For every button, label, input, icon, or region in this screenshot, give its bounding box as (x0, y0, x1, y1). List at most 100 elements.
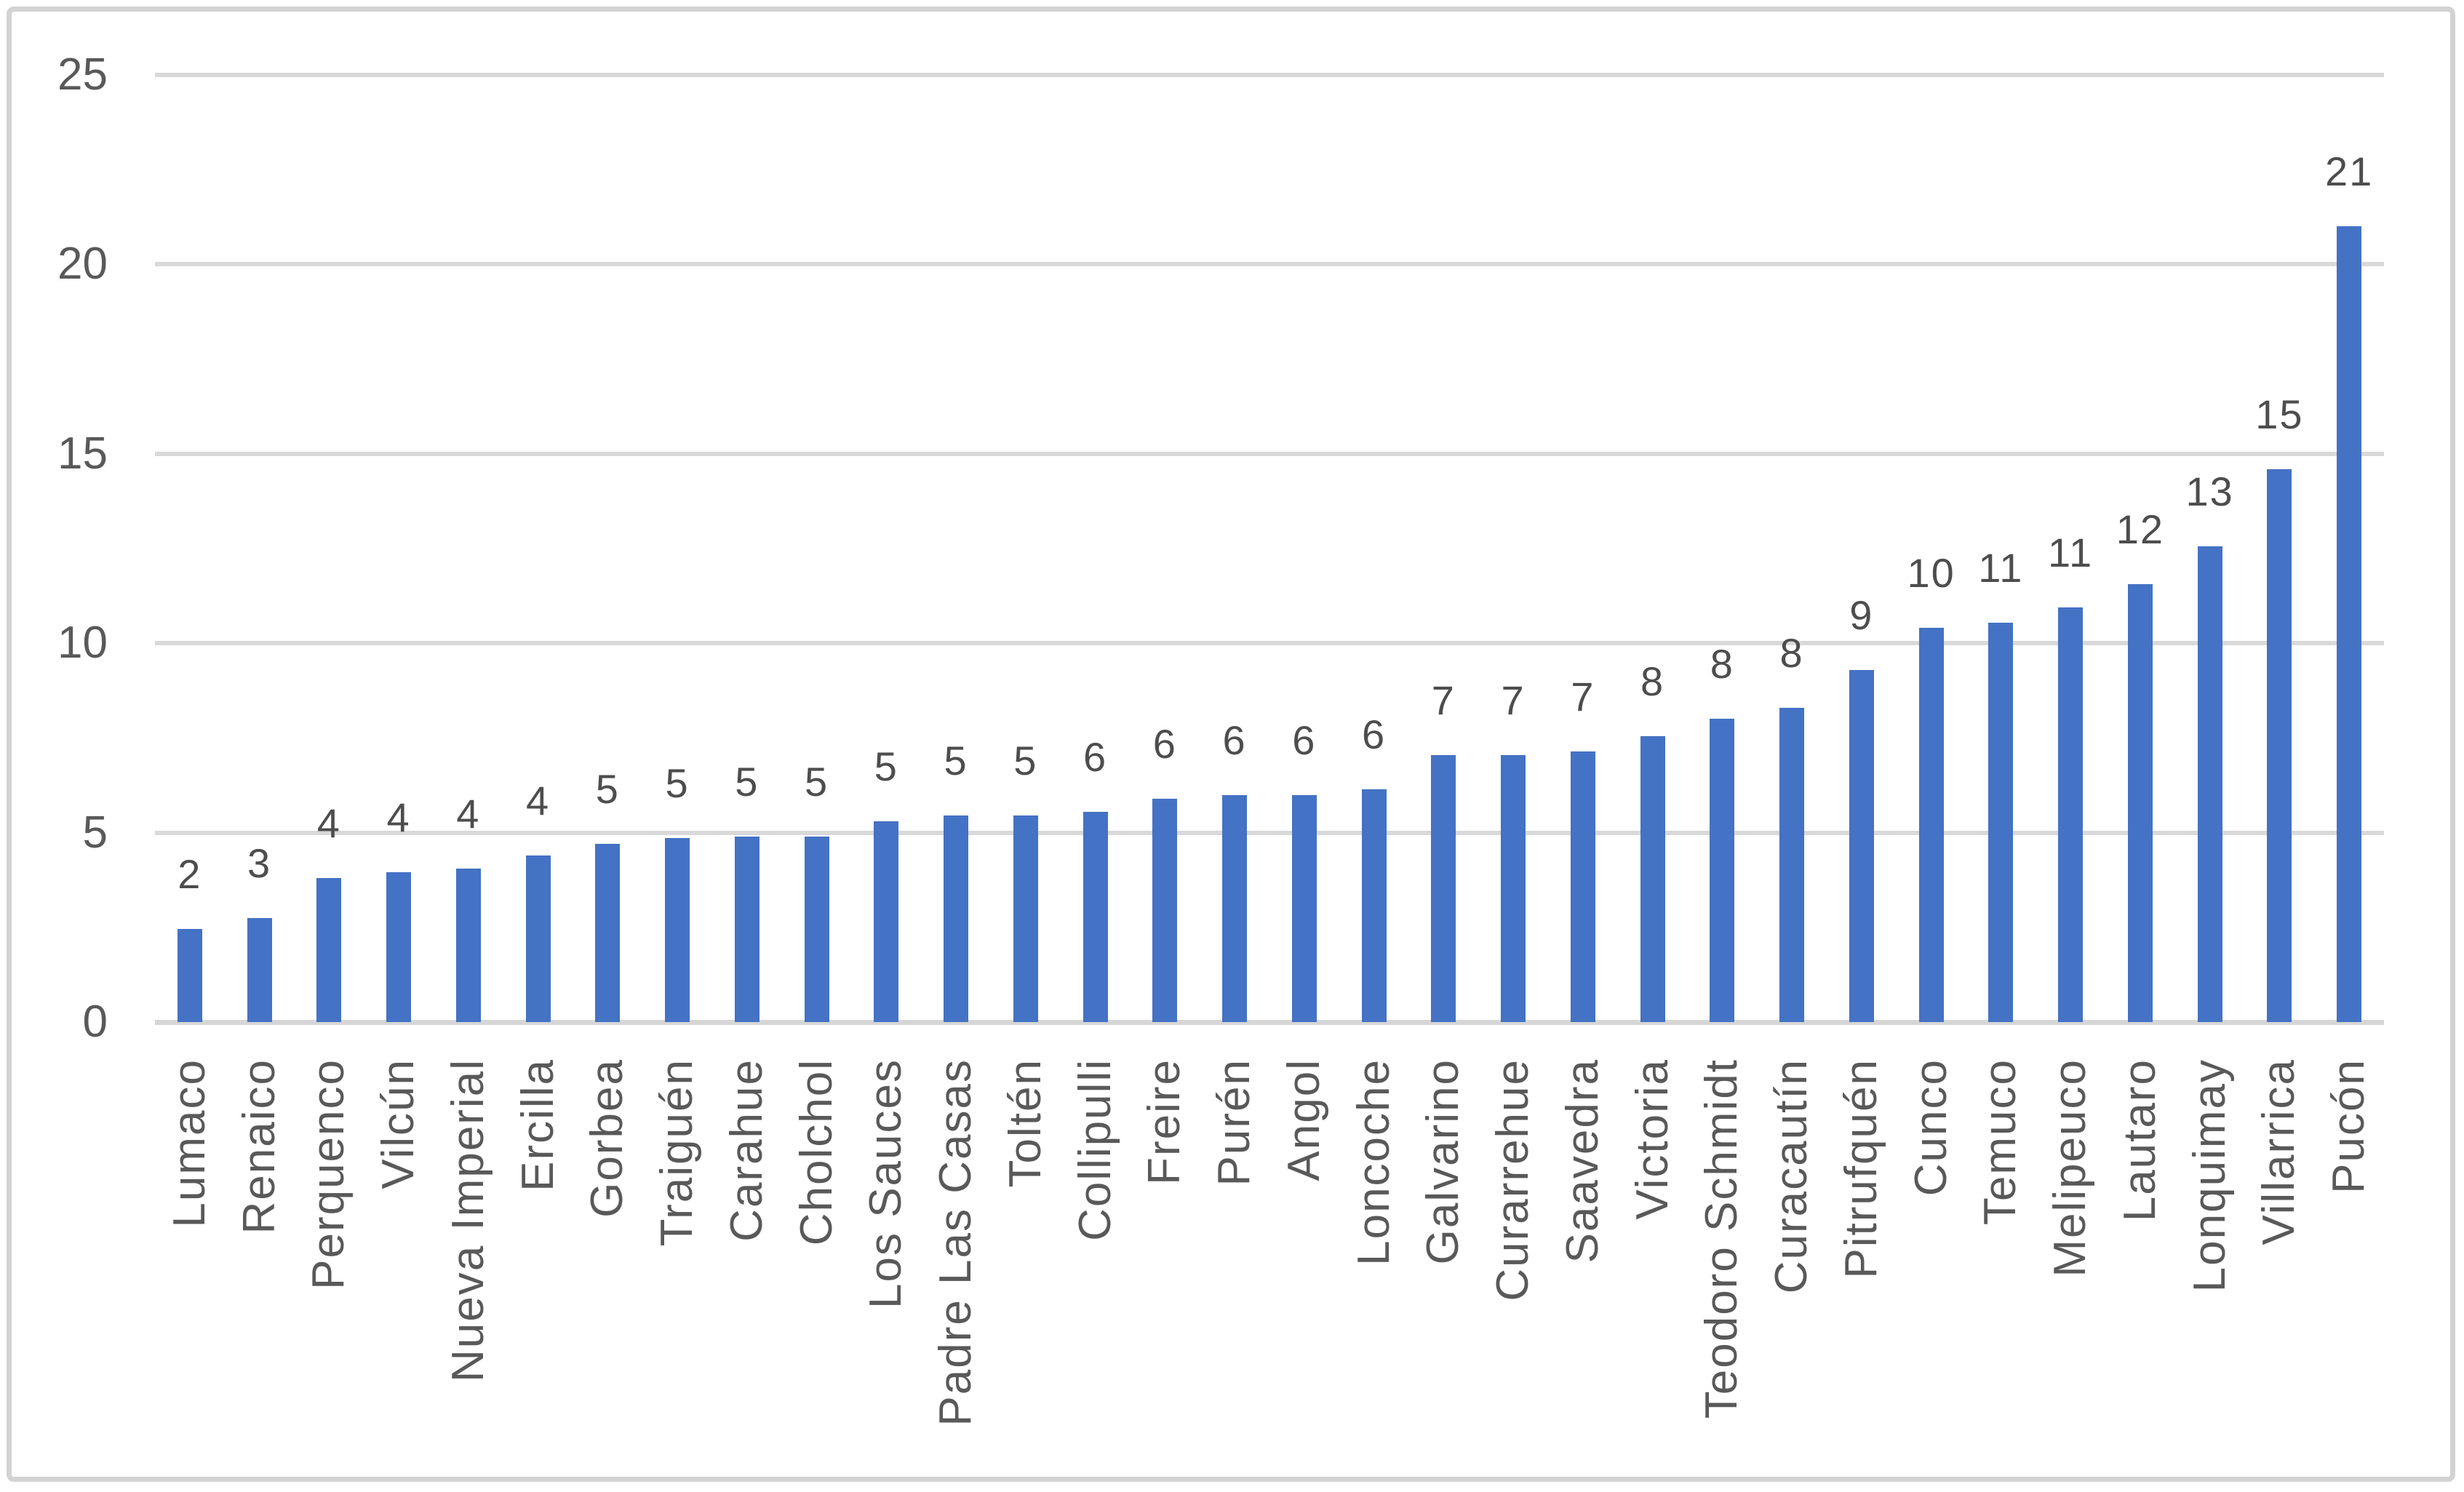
bar-value-label: 5 (874, 743, 898, 789)
bar-value-label: 6 (1292, 717, 1317, 763)
bar-value-label: 8 (1779, 629, 1804, 676)
gridline (155, 451, 2384, 456)
bar-value-label: 11 (1978, 544, 2024, 591)
x-category-label: Temuco (1975, 1058, 2026, 1226)
bar (1570, 751, 1595, 1022)
y-tick-label: 0 (82, 997, 108, 1047)
x-category-label: Nueva Imperial (442, 1058, 493, 1382)
x-category-label: Cholchol (791, 1058, 842, 1246)
bar (1013, 815, 1038, 1022)
bar-value-label: 6 (1152, 720, 1177, 767)
bar (1361, 789, 1387, 1022)
x-category-label: Los Sauces (861, 1058, 912, 1309)
bar (1291, 794, 1317, 1022)
gridline (155, 73, 2384, 77)
bar (1988, 622, 2014, 1022)
bar-value-label: 5 (595, 766, 620, 813)
bar-value-label: 7 (1431, 677, 1456, 723)
bar (665, 838, 690, 1022)
gridline (155, 830, 2384, 835)
bar-value-label: 5 (944, 738, 968, 784)
bar-value-label: 6 (1083, 733, 1108, 780)
bar-value-label: 6 (1362, 711, 1387, 757)
chart-border-frame (7, 7, 2455, 1482)
bar (1918, 628, 1944, 1022)
bar (1431, 754, 1456, 1022)
bar (1779, 707, 1805, 1022)
bar-value-label: 5 (1013, 738, 1038, 784)
x-category-label: Lautaro (2114, 1058, 2165, 1222)
bar (2197, 546, 2222, 1022)
bar-value-label: 21 (2324, 148, 2374, 195)
y-tick-label: 10 (57, 618, 108, 669)
x-category-label: Curacautín (1766, 1058, 1817, 1294)
x-category-label: Teodoro Schmidt (1697, 1058, 1747, 1419)
x-category-label: Pitrufquén (1835, 1058, 1886, 1279)
x-category-label: Renaico (234, 1058, 284, 1234)
bar (1849, 669, 1874, 1022)
bar-value-label: 5 (805, 758, 829, 805)
bar (386, 872, 412, 1022)
bar (2127, 584, 2153, 1022)
bar-value-label: 4 (526, 777, 551, 823)
gridline (155, 641, 2384, 646)
x-category-label: Padre Las Casas (930, 1058, 981, 1427)
bar (1222, 794, 1248, 1022)
bar-value-label: 15 (2255, 391, 2304, 437)
bar (177, 929, 202, 1022)
x-category-label: Perquenco (303, 1058, 354, 1290)
x-category-label: Victoria (1627, 1058, 1678, 1220)
bar (1501, 754, 1526, 1022)
x-category-label: Vilcún (373, 1058, 424, 1189)
bar (1710, 719, 1735, 1022)
x-category-label: Pucón (2324, 1058, 2375, 1194)
y-tick-label: 5 (82, 807, 108, 858)
x-category-label: Traiguén (652, 1058, 703, 1247)
bar-value-label: 12 (2116, 506, 2165, 553)
bar (2267, 468, 2292, 1022)
bar (734, 836, 759, 1022)
x-category-label: Ercilla (512, 1058, 563, 1192)
x-category-label: Purén (1209, 1058, 1260, 1186)
y-tick-label: 20 (57, 239, 108, 290)
bar (525, 855, 551, 1022)
x-category-label: Collipulli (1069, 1058, 1120, 1241)
x-category-label: Melipeuco (2045, 1058, 2096, 1277)
bar (1640, 735, 1665, 1022)
bar-value-label: 5 (665, 760, 690, 807)
bar (2337, 226, 2362, 1022)
bar (804, 836, 829, 1022)
bar-value-label: 11 (2048, 529, 2094, 575)
bar-value-label: 10 (1907, 550, 1955, 597)
bar-value-label: 3 (247, 839, 272, 886)
x-category-label: Villarrica (2254, 1058, 2305, 1245)
bar (1152, 798, 1178, 1022)
x-category-label: Curarrehue (1488, 1058, 1539, 1301)
bar-value-label: 7 (1501, 677, 1526, 723)
x-axis-line (155, 1020, 2384, 1025)
bar-value-label: 4 (316, 800, 341, 847)
x-category-label: Angol (1278, 1058, 1329, 1181)
bar-value-label: 5 (735, 758, 759, 805)
bar-value-label: 2 (178, 851, 202, 898)
bar-value-label: 13 (2185, 468, 2234, 515)
y-tick-label: 25 (57, 49, 108, 100)
bar-value-label: 4 (456, 791, 481, 837)
bar (874, 821, 899, 1022)
bar (1083, 811, 1108, 1022)
x-category-label: Freire (1139, 1058, 1190, 1185)
y-tick-label: 15 (57, 428, 108, 479)
bar (316, 878, 342, 1022)
bar-value-label: 8 (1640, 658, 1665, 704)
x-category-label: Cunco (1905, 1058, 1956, 1197)
bar (455, 869, 481, 1022)
gridline (155, 262, 2384, 267)
x-category-label: Lumaco (164, 1058, 215, 1228)
bar (944, 815, 969, 1022)
bar (247, 917, 272, 1022)
bar-value-label: 4 (386, 794, 411, 841)
x-category-label: Galvarino (1418, 1058, 1469, 1265)
x-category-label: Saavedra (1557, 1058, 1608, 1264)
x-category-label: Loncoche (1348, 1058, 1399, 1266)
